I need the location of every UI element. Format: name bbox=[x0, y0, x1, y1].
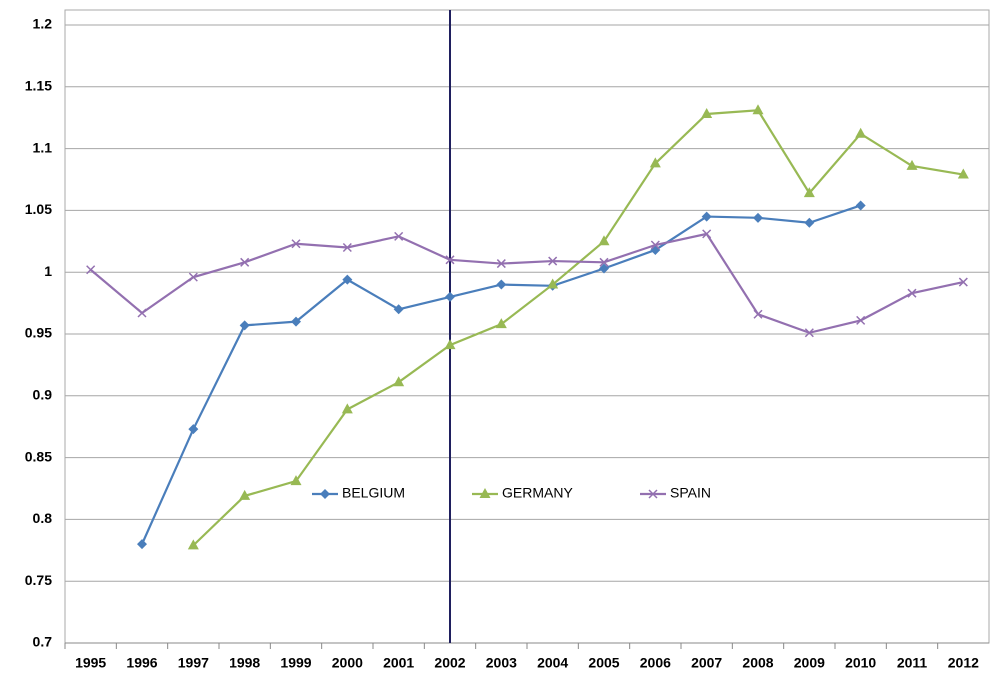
point bbox=[855, 127, 867, 138]
point bbox=[444, 339, 456, 350]
point bbox=[495, 318, 507, 329]
y-tick-label: 0.75 bbox=[25, 572, 52, 588]
x-tick-label: 2008 bbox=[742, 655, 773, 671]
point bbox=[445, 291, 455, 302]
y-tick-label: 0.8 bbox=[33, 510, 53, 526]
x-tick-label: 2003 bbox=[486, 655, 517, 671]
point bbox=[804, 328, 814, 338]
point bbox=[137, 539, 147, 550]
point bbox=[598, 235, 610, 246]
point bbox=[599, 263, 609, 274]
x-tick-label: 2012 bbox=[948, 655, 979, 671]
point bbox=[188, 424, 199, 435]
point bbox=[649, 157, 661, 168]
point bbox=[320, 489, 330, 499]
y-tick-label: 1.15 bbox=[25, 78, 52, 94]
point bbox=[137, 308, 147, 318]
point bbox=[752, 104, 764, 115]
point bbox=[803, 187, 815, 198]
x-tick-label: 1999 bbox=[280, 655, 311, 671]
y-tick-label: 0.95 bbox=[25, 325, 52, 341]
legend-label: SPAIN bbox=[670, 485, 711, 501]
point bbox=[957, 168, 969, 179]
point bbox=[496, 279, 507, 290]
x-tick-label: 2002 bbox=[434, 655, 465, 671]
legend-label: BELGIUM bbox=[342, 485, 405, 501]
x-tick-label: 2007 bbox=[691, 655, 722, 671]
x-tick-label: 1995 bbox=[75, 655, 106, 671]
y-tick-label: 1.1 bbox=[33, 139, 53, 155]
point bbox=[342, 274, 353, 285]
y-tick-label: 0.9 bbox=[33, 387, 53, 403]
series-line bbox=[192, 109, 964, 547]
point bbox=[958, 277, 968, 287]
point bbox=[341, 403, 353, 414]
y-tick-label: 0.85 bbox=[25, 448, 52, 464]
x-tick-label: 2001 bbox=[383, 655, 414, 671]
point bbox=[393, 304, 404, 315]
point bbox=[599, 257, 609, 267]
x-tick-label: 1998 bbox=[229, 655, 260, 671]
point bbox=[240, 257, 250, 267]
point bbox=[394, 231, 404, 241]
point bbox=[445, 255, 455, 265]
y-tick-label: 0.7 bbox=[33, 634, 53, 650]
point bbox=[650, 240, 660, 250]
point bbox=[187, 539, 199, 550]
legend: BELGIUM GERMANY SPAIN bbox=[312, 485, 711, 501]
point bbox=[188, 272, 198, 282]
point bbox=[547, 278, 559, 289]
point bbox=[753, 309, 763, 319]
point bbox=[239, 489, 251, 500]
x-tick-label: 1996 bbox=[126, 655, 157, 671]
x-tick-label: 1997 bbox=[178, 655, 209, 671]
y-tick-label: 1.2 bbox=[33, 16, 53, 32]
point bbox=[290, 475, 302, 486]
point bbox=[548, 256, 558, 266]
point bbox=[291, 316, 301, 327]
point bbox=[239, 320, 250, 331]
point bbox=[648, 489, 658, 499]
point bbox=[393, 376, 405, 387]
point bbox=[804, 217, 815, 228]
point bbox=[855, 200, 866, 211]
x-tick-label: 2009 bbox=[794, 655, 825, 671]
point bbox=[342, 242, 352, 253]
x-tick-label: 2004 bbox=[537, 655, 568, 671]
y-tick-label: 1.05 bbox=[25, 201, 52, 217]
point bbox=[291, 239, 301, 249]
x-tick-label: 2000 bbox=[332, 655, 363, 671]
x-tick-label: 2011 bbox=[897, 655, 928, 671]
point bbox=[753, 212, 763, 223]
point bbox=[907, 288, 917, 298]
point bbox=[906, 159, 918, 170]
point bbox=[496, 259, 506, 269]
point bbox=[86, 265, 96, 275]
series-line bbox=[89, 232, 964, 334]
point bbox=[856, 315, 866, 325]
legend-label: GERMANY bbox=[502, 485, 573, 501]
x-tick-label: 2006 bbox=[640, 655, 671, 671]
x-tick-label: 2010 bbox=[845, 655, 876, 671]
y-tick-label: 1 bbox=[44, 263, 52, 279]
x-tick-label: 2005 bbox=[588, 655, 619, 671]
point bbox=[701, 107, 713, 118]
point bbox=[702, 229, 712, 239]
point bbox=[479, 488, 491, 498]
point bbox=[701, 211, 712, 222]
